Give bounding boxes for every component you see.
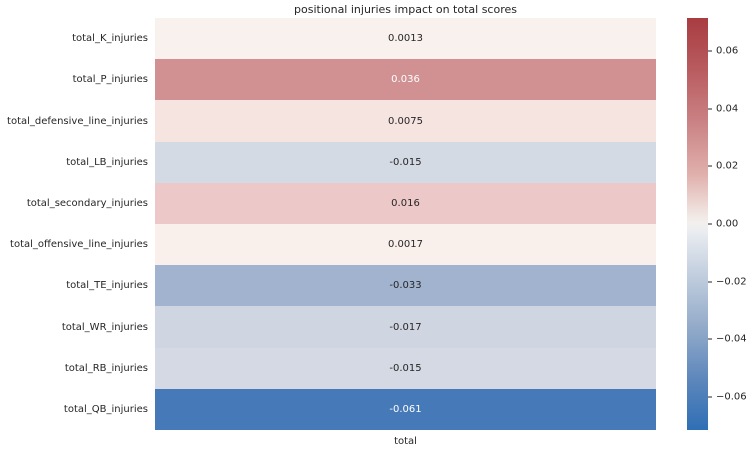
heatmap-cell: -0.061 [155,388,656,431]
heatmap-cell: 0.036 [155,59,656,101]
row-label: total_TE_injuries [66,280,148,292]
colorbar-tick-mark [708,396,712,398]
colorbar-tick-label: −0.04 [716,333,747,345]
row-label: total_secondary_injuries [26,197,148,209]
colorbar-tick-label: −0.02 [716,276,747,288]
row-label: total_offensive_line_injuries [10,239,148,251]
cell-value: -0.017 [389,321,422,333]
cell-value: 0.036 [391,74,420,86]
heatmap-cell: 0.0075 [155,100,656,142]
colorbar-tick-mark [708,223,712,225]
colorbar-tick-label: 0.02 [716,160,739,172]
heatmap-cell: -0.017 [155,306,656,348]
colorbar-tick-mark [708,281,712,283]
colorbar-tick-mark [708,338,712,340]
cell-value: -0.033 [389,280,422,292]
colorbar-tick-label: −0.06 [716,391,747,403]
cell-value: 0.0075 [388,115,423,127]
row-label: total_defensive_line_injuries [7,115,148,127]
colorbar-tick-mark [708,108,712,110]
heatmap-cell: -0.033 [155,265,656,307]
cell-value: -0.015 [389,156,422,168]
colorbar-tick-mark [708,50,712,52]
cell-value: 0.0013 [388,33,423,45]
row-label: total_K_injuries [72,33,148,45]
row-label: total_LB_injuries [66,156,148,168]
row-label: total_WR_injuries [61,321,148,333]
heatmap-grid: 0.0013 0.036 0.0075 -0.015 0.016 0.0017 -0.033… [155,18,656,431]
colorbar-tick-label: 0.00 [716,218,739,230]
colorbar-tick-label: 0.04 [716,103,739,115]
chart-title: positional injuries impact on total scor… [294,3,517,16]
heatmap-cell: 0.0013 [155,18,656,60]
colorbar-tick-label: 0.06 [716,45,739,57]
cell-value: -0.015 [389,362,422,374]
heatmap-cell: -0.015 [155,347,656,389]
heatmap-cell: 0.0017 [155,224,656,266]
heatmap-cell: -0.015 [155,141,656,183]
x-axis-tick-label: total [394,436,417,447]
heatmap-cell: 0.016 [155,182,656,225]
row-label: total_QB_injuries [63,403,148,415]
cell-value: 0.016 [391,197,420,209]
cell-value: -0.061 [389,403,422,415]
colorbar-tick-mark [708,165,712,167]
colorbar-gradient [687,18,708,430]
colorbar-tick-area: 0.06 0.04 0.02 0.00 −0.02 −0.04 −0.06 [708,18,752,430]
y-axis-tick-labels: total_K_injuries total_P_injuries total_de… [0,18,148,430]
row-label: total_RB_injuries [64,362,148,374]
row-label: total_P_injuries [72,74,148,86]
cell-value: 0.0017 [388,239,423,251]
